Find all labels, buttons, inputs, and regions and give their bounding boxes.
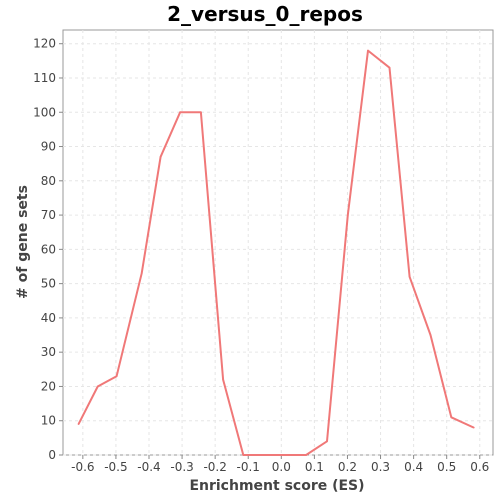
y-tick-label: 10	[41, 414, 56, 428]
chart-title: 2_versus_0_repos	[167, 2, 363, 26]
data-point	[159, 156, 162, 158]
y-tick-label: 30	[41, 345, 56, 359]
y-tick-label: 60	[41, 242, 56, 256]
data-point	[450, 416, 453, 419]
data-point	[96, 385, 99, 388]
data-point	[429, 334, 432, 336]
data-point	[282, 454, 285, 456]
x-tick-label: -0.5	[104, 460, 127, 474]
x-tick-label: 0.5	[437, 460, 456, 474]
x-tick-label: 0.0	[272, 460, 291, 474]
y-tick-label: 80	[41, 174, 56, 188]
plot-area	[62, 29, 494, 456]
data-point	[222, 378, 224, 381]
data-point	[140, 272, 143, 275]
gridlines	[63, 30, 493, 456]
y-axis-ticks: 0 10 20 30 40 50 60 70 80 90 100 110 120	[33, 37, 63, 462]
y-tick-label: 90	[41, 140, 56, 154]
x-tick-label: -0.2	[203, 460, 226, 474]
data-point	[408, 275, 411, 278]
x-axis-label: Enrichment score (ES)	[189, 478, 364, 494]
y-axis-label: # of gene sets	[15, 185, 31, 299]
data-point	[473, 426, 475, 429]
series-line	[77, 49, 475, 456]
data-point	[179, 111, 181, 114]
y-tick-label: 40	[41, 311, 56, 325]
series-layer	[77, 49, 475, 456]
y-tick-label: 110	[33, 71, 56, 85]
x-tick-label: 0.2	[338, 460, 357, 474]
data-point	[326, 440, 328, 443]
x-tick-label: -0.6	[71, 460, 94, 474]
data-point	[200, 111, 202, 114]
data-point	[305, 454, 307, 456]
y-tick-label: 120	[33, 37, 56, 51]
data-point	[262, 454, 265, 456]
data-point	[115, 375, 118, 377]
data-point	[77, 423, 80, 425]
x-tick-label: -0.1	[237, 460, 260, 474]
x-tick-label: 0.4	[404, 460, 423, 474]
x-tick-label: -0.4	[137, 460, 160, 474]
data-point	[346, 214, 349, 216]
y-tick-label: 20	[41, 379, 56, 393]
x-tick-label: -0.3	[170, 460, 193, 474]
y-tick-label: 0	[48, 448, 56, 462]
x-axis-ticks: -0.6 -0.5 -0.4 -0.3 -0.2 -0.1 0.0 0.1 0.2 0.3 0.4 0…	[71, 455, 489, 474]
y-tick-label: 70	[41, 208, 56, 222]
data-point	[388, 66, 391, 69]
x-tick-label: 0.1	[305, 460, 324, 474]
x-tick-label: 0.6	[470, 460, 489, 474]
x-tick-label: 0.3	[371, 460, 390, 474]
data-point	[367, 49, 369, 52]
y-tick-label: 100	[33, 105, 56, 119]
data-point	[242, 454, 245, 456]
y-tick-label: 50	[41, 277, 56, 291]
